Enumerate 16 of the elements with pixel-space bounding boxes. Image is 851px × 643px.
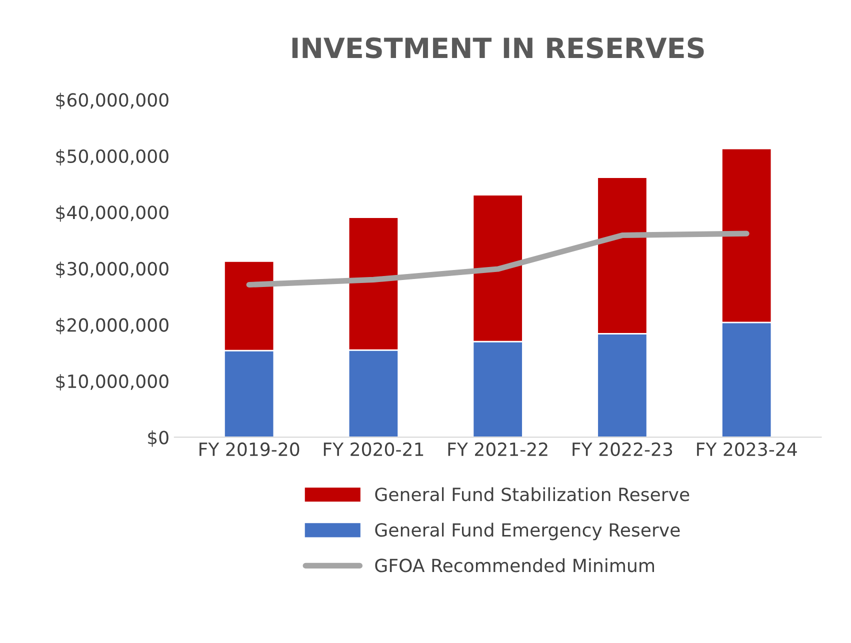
x-tick-label: FY 2020-21 [324,442,424,456]
legend-label: GFOA Recommended Minimum [375,558,654,572]
chart-title: INVESTMENT IN RESERVES [292,37,704,58]
y-tick-label: $20,000,000 [56,318,168,334]
y-tick-label: $10,000,000 [56,374,168,390]
x-tick-label: FY 2022-23 [572,442,672,456]
x-tick-label: FY 2023-24 [697,442,797,456]
x-tick-label: FY 2019-20 [200,442,300,456]
legend-label: General Fund Emergency Reserve [375,522,680,540]
y-tick-label: $40,000,000 [56,205,168,222]
legend-label: General Fund Stabilization Reserve [375,487,690,502]
x-tick-label: FY 2021-22 [448,442,548,456]
y-tick-label: $30,000,000 [56,262,168,278]
y-tick-label: $0 [148,430,168,447]
y-tick-label: $50,000,000 [56,149,168,166]
y-tick-label: $60,000,000 [56,92,168,110]
